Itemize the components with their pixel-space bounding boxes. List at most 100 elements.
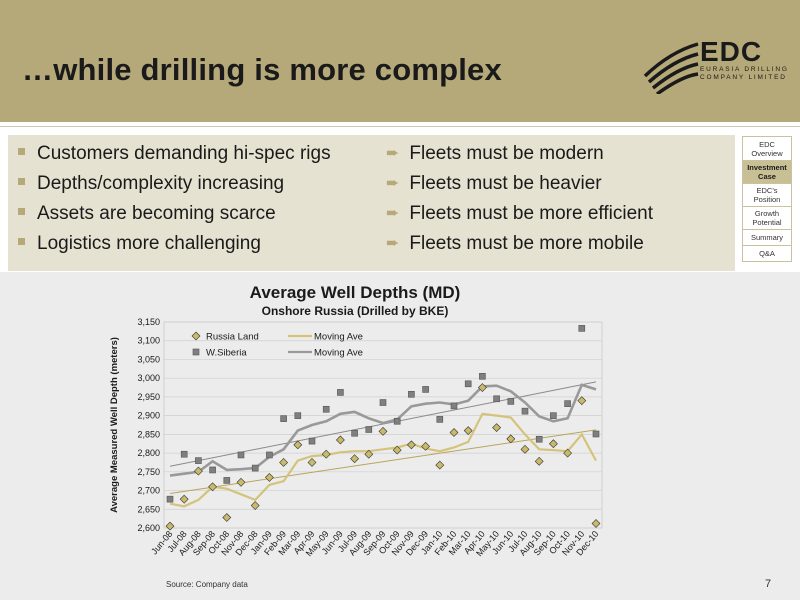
bullet-right-3: ➨ Fleets must be more efficient <box>386 203 653 224</box>
data-point-wsiberia <box>408 390 415 398</box>
y-tick-label: 3,050 <box>137 354 160 364</box>
y-tick-label: 2,650 <box>137 504 160 514</box>
data-point-wsiberia <box>493 395 500 403</box>
data-point-russia-land <box>179 494 189 504</box>
data-point-russia-land <box>193 466 203 476</box>
data-point-russia-land <box>350 454 360 464</box>
square-bullet-icon <box>18 178 25 186</box>
header-divider <box>0 126 800 127</box>
data-point-wsiberia <box>464 380 472 388</box>
data-point-wsiberia <box>564 400 571 407</box>
data-point-russia-land <box>236 477 246 487</box>
data-point-russia-land <box>577 396 587 406</box>
page-title: …while drilling is more complex <box>22 52 502 87</box>
logo-subtitle-2: COMPANY LIMITED <box>700 74 787 81</box>
data-point-wsiberia <box>237 451 245 459</box>
data-point-wsiberia <box>280 415 287 422</box>
data-point-wsiberia <box>251 464 259 472</box>
data-point-wsiberia <box>308 437 316 445</box>
data-point-wsiberia <box>535 435 543 443</box>
data-point-russia-land <box>279 458 289 467</box>
data-point-wsiberia <box>294 412 302 419</box>
y-tick-label: 2,850 <box>137 429 160 439</box>
y-tick-label: 2,900 <box>137 411 160 421</box>
data-point-wsiberia <box>351 429 358 437</box>
legend-marker-wsiberia <box>192 348 200 356</box>
logo-subtitle-1: EURASIA DRILLING <box>700 66 789 73</box>
page-number: 7 <box>765 578 772 590</box>
data-point-russia-land <box>477 383 487 392</box>
y-tick-label: 2,950 <box>137 392 160 402</box>
data-point-wsiberia <box>166 495 174 503</box>
data-point-russia-land <box>222 513 232 522</box>
series-line <box>169 383 597 477</box>
data-point-wsiberia <box>180 450 188 458</box>
y-tick-label: 2,700 <box>137 486 160 496</box>
data-point-wsiberia <box>209 466 216 474</box>
y-tick-label: 3,000 <box>137 373 160 383</box>
data-point-wsiberia <box>195 457 202 464</box>
series-line <box>169 412 597 508</box>
nav-item-growth-potential[interactable]: Growth Potential <box>742 206 792 230</box>
data-point-russia-land <box>378 426 388 436</box>
nav-item-edcs-position[interactable]: EDC's Position <box>742 183 792 207</box>
arrow-right-icon: ➨ <box>386 174 400 192</box>
bullet-right-2: ➨ Fleets must be heavier <box>386 173 602 194</box>
bullet-right-1: ➨ Fleets must be modern <box>386 143 604 164</box>
data-point-russia-land <box>364 449 374 459</box>
bullet-left-4: Logistics more challenging <box>18 233 261 255</box>
bullet-left-3: Assets are becoming scarce <box>18 203 276 225</box>
data-point-wsiberia <box>450 402 458 410</box>
data-point-wsiberia <box>521 407 529 415</box>
source-note: Source: Company data <box>166 580 248 589</box>
legend-label: Moving Ave <box>314 332 363 343</box>
data-point-russia-land <box>548 439 558 449</box>
logo-text: EDC <box>700 36 763 67</box>
data-point-russia-land <box>463 426 473 436</box>
data-point-wsiberia <box>436 416 444 423</box>
chart-title: Average Well Depths (MD) <box>250 283 461 302</box>
data-point-wsiberia <box>550 412 557 419</box>
data-point-wsiberia <box>322 405 330 413</box>
data-point-russia-land <box>563 448 573 458</box>
square-bullet-icon <box>18 238 25 246</box>
data-point-wsiberia <box>578 325 586 332</box>
data-point-russia-land <box>449 428 459 437</box>
data-point-russia-land <box>307 458 317 467</box>
y-tick-label: 2,800 <box>137 448 160 458</box>
header-band <box>0 0 800 122</box>
well-depth-chart: Average Well Depths (MD) Onshore Russia (… <box>109 283 603 558</box>
data-point-wsiberia <box>507 398 515 405</box>
nav-item-qa[interactable]: Q&A <box>742 245 792 262</box>
chart-subtitle: Onshore Russia (Drilled by BKE) <box>262 304 449 318</box>
edc-logo-icon <box>643 42 699 94</box>
y-tick-label: 3,150 <box>137 317 160 327</box>
chart-background <box>0 272 800 600</box>
data-point-russia-land <box>392 445 402 455</box>
nav-item-investment-case[interactable]: Investment Case <box>742 160 792 184</box>
data-point-wsiberia <box>365 426 373 433</box>
legend-label: W.Siberia <box>206 348 247 359</box>
data-point-wsiberia <box>337 389 344 396</box>
data-point-russia-land <box>421 441 431 451</box>
bullet-left-1: Customers demanding hi-spec rigs <box>18 143 331 165</box>
data-point-russia-land <box>591 519 601 528</box>
arrow-right-icon: ➨ <box>386 204 400 222</box>
data-point-russia-land <box>506 434 516 444</box>
y-axis-label: Average Measured Well Depth (meters) <box>109 337 120 513</box>
y-tick-label: 3,100 <box>137 336 160 346</box>
data-point-wsiberia <box>223 477 231 484</box>
nav-item-summary[interactable]: Summary <box>742 229 792 246</box>
data-point-russia-land <box>406 440 416 450</box>
nav-item-edc-overview[interactable]: EDC Overview <box>742 136 792 161</box>
data-point-wsiberia <box>422 386 429 393</box>
data-point-russia-land <box>293 440 303 450</box>
data-point-russia-land <box>520 444 530 454</box>
data-point-wsiberia <box>379 399 387 406</box>
trendline <box>169 429 597 495</box>
data-point-russia-land <box>250 501 260 510</box>
bullet-left-2: Depths/complexity increasing <box>18 173 284 195</box>
data-point-wsiberia <box>266 451 273 459</box>
data-point-russia-land <box>435 460 445 470</box>
bullets-panel: Customers demanding hi-spec rigs Depths/… <box>8 135 735 271</box>
